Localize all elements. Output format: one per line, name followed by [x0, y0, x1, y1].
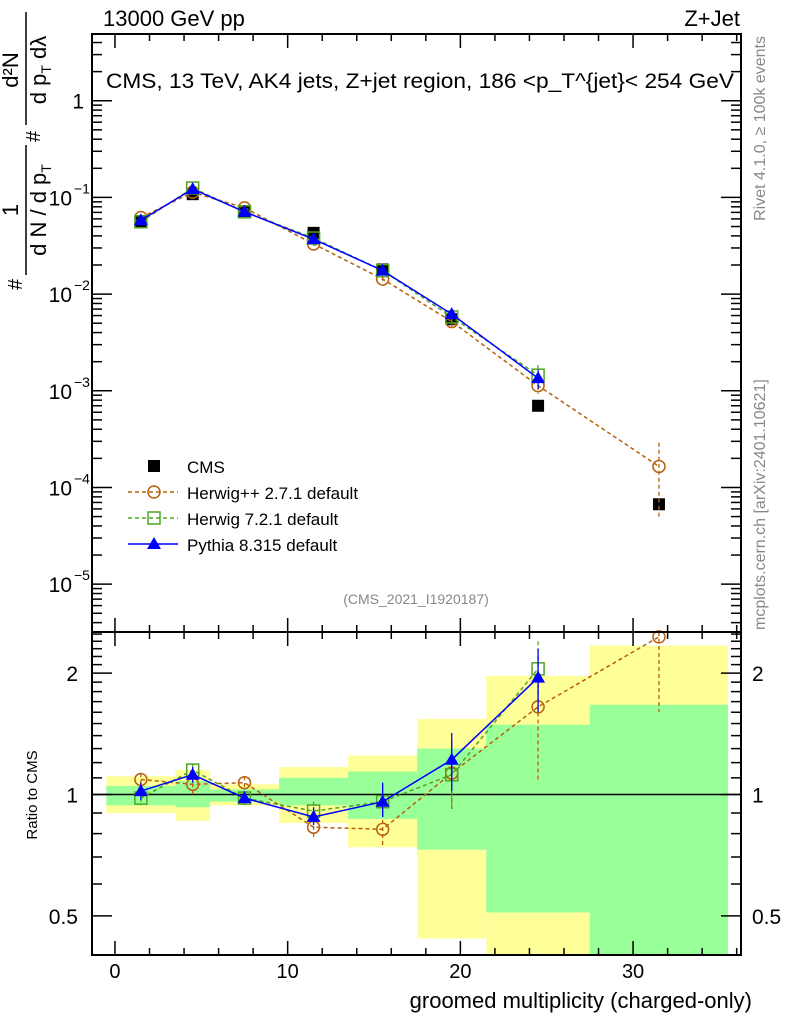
- main-series-3-point: [444, 307, 459, 320]
- y-tick-label: 1: [72, 91, 84, 114]
- main-series-3-point: [133, 213, 148, 226]
- ratio-bands: [92, 645, 741, 955]
- legend: CMS Herwig++ 2.7.1 default Herwig 7.2.1 de…: [128, 458, 358, 555]
- x-tick-label: 30: [622, 961, 644, 983]
- legend-label: Herwig 7.2.1 default: [187, 510, 338, 529]
- legend-label: CMS: [187, 458, 225, 477]
- watermark: (CMS_2021_I1920187): [343, 591, 489, 607]
- svg-text:d pT dλ: d pT dλ: [26, 36, 54, 105]
- y-axis-label: # 1 d N / d pT # d²N d pT dλ: [0, 12, 54, 290]
- x-tick-label: 0: [109, 961, 120, 983]
- legend-item: Herwig++ 2.7.1 default: [128, 484, 358, 503]
- main-panel: [133, 181, 666, 517]
- header-left: 13000 GeV pp: [103, 6, 245, 31]
- legend-item: Herwig 7.2.1 default: [128, 510, 338, 529]
- header-right: Z+Jet: [684, 6, 740, 31]
- main-series-3-point: [531, 371, 546, 384]
- ratio-series-2-point: [185, 767, 200, 780]
- legend-marker: [148, 460, 160, 472]
- y-tick-exponent: −1: [74, 180, 90, 196]
- y-tick-label: 10: [49, 574, 72, 597]
- y-tick-label: 10: [49, 381, 72, 404]
- band-stat-bin: [486, 724, 590, 913]
- ratio-frame: [91, 631, 742, 956]
- x-tick-label: 20: [449, 961, 471, 983]
- legend-label: Pythia 8.315 default: [187, 536, 338, 555]
- ratio-series-2-point: [133, 784, 148, 797]
- ratio-y-tick-label: 0.5: [49, 906, 78, 929]
- svg-text:1: 1: [0, 204, 23, 216]
- ratio-series-2-point: [375, 794, 390, 807]
- ratio-series-0-line: [140, 636, 660, 831]
- svg-text:d²N: d²N: [0, 52, 23, 87]
- main-series-3-point: [306, 232, 321, 245]
- ratio-y-tick-label-right: 0.5: [752, 906, 781, 929]
- legend-marker: [147, 485, 161, 499]
- svg-text:d N / d pT: d N / d pT: [26, 164, 54, 256]
- y-tick-exponent: −2: [74, 277, 90, 293]
- mcplots-text: mcplots.cern.ch [arXiv:2401.10621]: [752, 379, 769, 630]
- main-series-1-point: [652, 459, 666, 474]
- y-tick-label: 10: [49, 477, 72, 500]
- rivet-text: Rivet 4.1.0, ≥ 100k events: [752, 36, 769, 221]
- ratio-series-2-point: [237, 791, 252, 804]
- legend-item: CMS: [148, 458, 225, 477]
- legend-item: Pythia 8.315 default: [128, 536, 338, 555]
- band-stat-bin: [279, 777, 349, 806]
- ratio-series-2-point: [306, 809, 321, 822]
- ratio-y-tick-label: 1: [66, 785, 78, 808]
- x-tick-label: 10: [277, 961, 299, 983]
- ratio-y-tick-label-right: 1: [752, 785, 764, 808]
- y-tick-label: 10: [49, 284, 72, 307]
- legend-marker: [147, 537, 161, 549]
- y-tick-exponent: −3: [74, 374, 90, 390]
- ratio-y-tick-label: 2: [66, 663, 78, 686]
- y-tick-exponent: −5: [74, 567, 90, 583]
- ratio-series-2-point: [444, 752, 459, 765]
- ratio-panel: [133, 630, 666, 848]
- ratio-series-2-point: [531, 670, 546, 683]
- ratio-y-label: Ratio to CMS: [24, 750, 41, 839]
- svg-text:#: #: [23, 130, 45, 142]
- ratio-series-0-point: [652, 630, 666, 644]
- main-series-3-point: [375, 263, 390, 276]
- ratio-series-0-point: [375, 822, 390, 837]
- main-series-3-point: [237, 204, 252, 217]
- legend-label: Herwig++ 2.7.1 default: [187, 484, 358, 503]
- main-series-3-line: [140, 188, 539, 379]
- plot-title: CMS, 13 TeV, AK4 jets, Z+jet region, 186…: [106, 70, 734, 93]
- ratio-series-0-point: [237, 775, 252, 790]
- ratio-y-tick-label-right: 2: [752, 663, 764, 686]
- main-series-2-line: [140, 187, 539, 376]
- main-series-0-point: [652, 498, 665, 511]
- band-stat-bin: [589, 704, 729, 955]
- main-series-0-point: [532, 399, 545, 412]
- y-tick-label: 10: [49, 187, 72, 210]
- main-series-1-line: [140, 191, 660, 468]
- legend-marker: [147, 511, 161, 525]
- y-tick-exponent: −4: [74, 470, 90, 486]
- x-axis-label: groomed multiplicity (charged-only): [410, 988, 752, 1013]
- svg-text:#: #: [5, 278, 27, 290]
- main-series-3-point: [185, 182, 200, 195]
